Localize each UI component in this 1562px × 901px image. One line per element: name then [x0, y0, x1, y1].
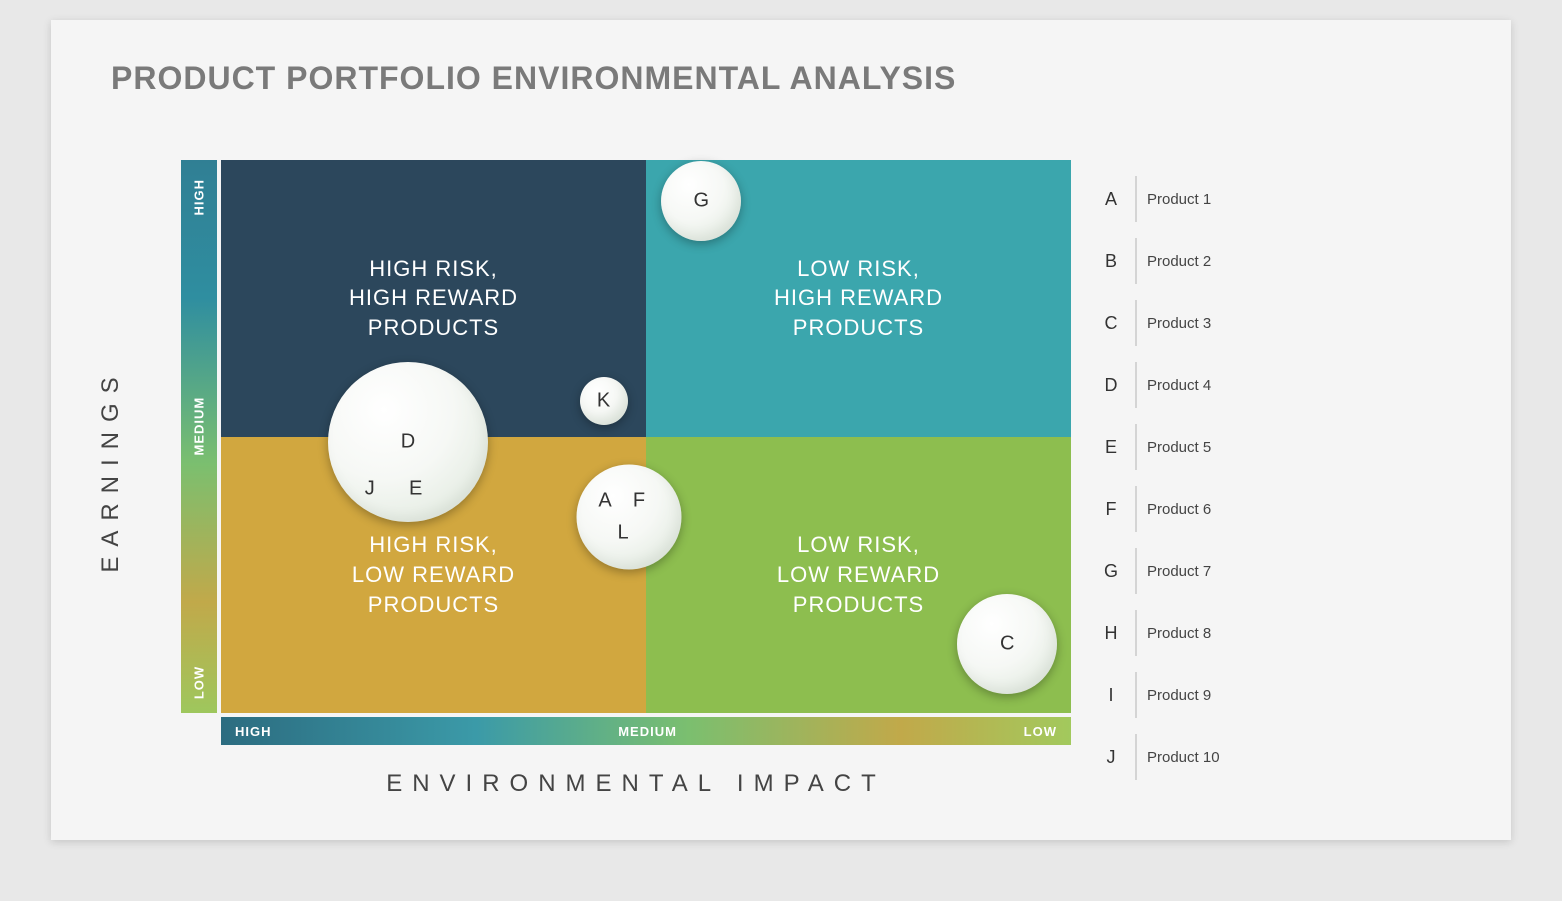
- quadrant-label: LOW RISK,LOW REWARDPRODUCTS: [777, 530, 940, 619]
- chart-area: EARNINGS HIGH MEDIUM LOW HIGH RISK,HIGH …: [131, 150, 1141, 790]
- legend-divider: [1135, 734, 1137, 780]
- y-tick-low: LOW: [192, 665, 207, 701]
- legend-label: Product 8: [1147, 625, 1211, 642]
- legend-label: Product 7: [1147, 563, 1211, 580]
- x-tick-low: LOW: [1024, 724, 1057, 739]
- y-tick-medium: MEDIUM: [192, 420, 207, 456]
- legend-key: A: [1091, 189, 1131, 210]
- legend-key: C: [1091, 313, 1131, 334]
- legend-label: Product 5: [1147, 439, 1211, 456]
- legend-label: Product 4: [1147, 377, 1211, 394]
- legend-label: Product 2: [1147, 253, 1211, 270]
- legend-row-G: G Product 7: [1091, 540, 1291, 602]
- page-title: PRODUCT PORTFOLIO ENVIRONMENTAL ANALYSIS: [111, 60, 1451, 97]
- bubble-label-G: G: [693, 190, 709, 213]
- x-tick-medium: MEDIUM: [618, 724, 677, 739]
- bubble-label-K: K: [597, 389, 610, 412]
- legend-key: J: [1091, 747, 1131, 768]
- quadrant-label: LOW RISK,HIGH REWARDPRODUCTS: [774, 254, 943, 343]
- quadrant-label: HIGH RISK,HIGH REWARDPRODUCTS: [349, 254, 518, 343]
- legend-row-H: H Product 8: [1091, 602, 1291, 664]
- legend-label: Product 6: [1147, 501, 1211, 518]
- bubble-label-D: D: [401, 431, 415, 454]
- bubble-label-F: F: [633, 489, 645, 512]
- legend-row-I: I Product 9: [1091, 664, 1291, 726]
- legend-label: Product 9: [1147, 687, 1211, 704]
- bubble-label-L: L: [617, 521, 628, 544]
- bubble-A_F_L: [577, 464, 682, 569]
- y-axis-scale: HIGH MEDIUM LOW: [181, 160, 217, 713]
- legend-key: F: [1091, 499, 1131, 520]
- legend-label: Product 10: [1147, 749, 1220, 766]
- bubble-label-E: E: [409, 478, 422, 501]
- legend-row-E: E Product 5: [1091, 416, 1291, 478]
- legend-divider: [1135, 672, 1137, 718]
- legend-divider: [1135, 548, 1137, 594]
- bubble-label-A: A: [598, 489, 611, 512]
- legend-divider: [1135, 176, 1137, 222]
- legend-divider: [1135, 486, 1137, 532]
- x-tick-high: HIGH: [235, 724, 272, 739]
- legend-divider: [1135, 300, 1137, 346]
- legend-key: I: [1091, 685, 1131, 706]
- legend-divider: [1135, 610, 1137, 656]
- bubble-label-J: J: [365, 478, 375, 501]
- legend-label: Product 1: [1147, 191, 1211, 208]
- page: PRODUCT PORTFOLIO ENVIRONMENTAL ANALYSIS…: [51, 20, 1511, 840]
- legend-label: Product 3: [1147, 315, 1211, 332]
- legend-key: D: [1091, 375, 1131, 396]
- legend-divider: [1135, 238, 1137, 284]
- legend-divider: [1135, 424, 1137, 470]
- x-axis-label: ENVIRONMENTAL IMPACT: [386, 770, 886, 798]
- y-tick-high: HIGH: [192, 180, 207, 216]
- legend-row-B: B Product 2: [1091, 230, 1291, 292]
- legend: A Product 1 B Product 2 C Product 3 D Product 4…: [1091, 168, 1291, 788]
- legend-key: H: [1091, 623, 1131, 644]
- legend-key: E: [1091, 437, 1131, 458]
- quadrant-label: HIGH RISK,LOW REWARDPRODUCTS: [352, 530, 515, 619]
- legend-divider: [1135, 362, 1137, 408]
- legend-key: G: [1091, 561, 1131, 582]
- legend-row-A: A Product 1: [1091, 168, 1291, 230]
- legend-row-C: C Product 3: [1091, 292, 1291, 354]
- legend-row-D: D Product 4: [1091, 354, 1291, 416]
- x-axis-scale: HIGH MEDIUM LOW: [221, 717, 1071, 745]
- legend-row-F: F Product 6: [1091, 478, 1291, 540]
- legend-row-J: J Product 10: [1091, 726, 1291, 788]
- legend-key: B: [1091, 251, 1131, 272]
- y-axis-label: EARNINGS: [97, 367, 125, 572]
- bubble-label-C: C: [1000, 632, 1014, 655]
- quadrant-grid: HIGH RISK,HIGH REWARDPRODUCTS LOW RISK,H…: [221, 160, 1071, 713]
